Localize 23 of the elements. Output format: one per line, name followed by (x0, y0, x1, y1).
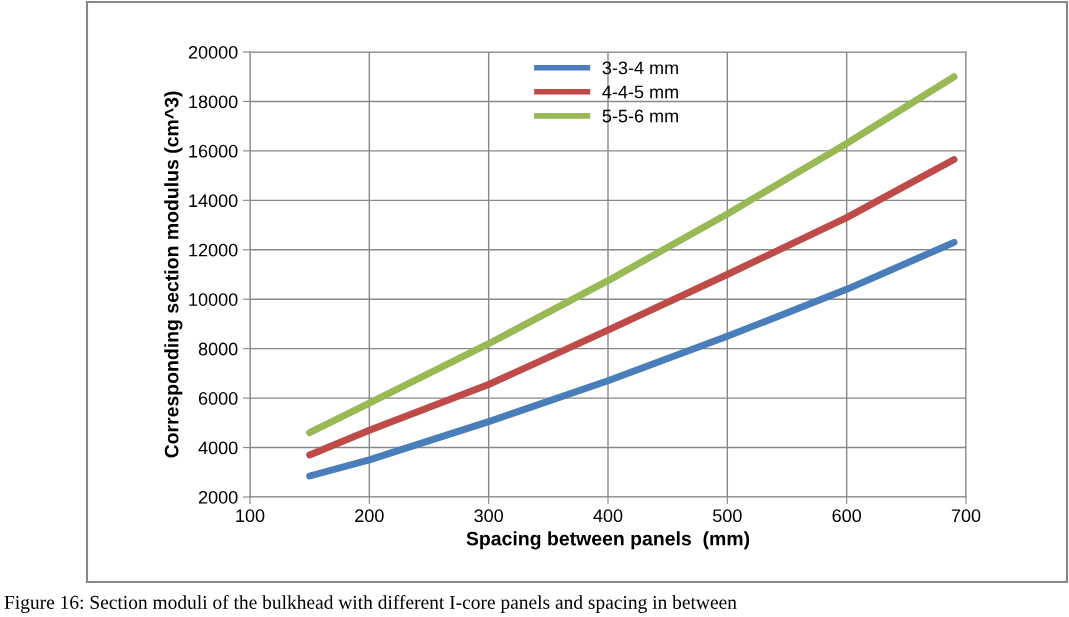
x-axis-title: Spacing between panels (mm) (466, 531, 750, 550)
caption: Figure 16: Section moduli of the bulkhead with different I-core panels and spacing in between (4, 595, 737, 613)
x-tick-label: 400 (593, 509, 623, 523)
x-tick-label: 200 (355, 509, 384, 523)
y-tick-label: 6000 (198, 392, 238, 405)
y-tick-label: 18000 (189, 95, 238, 109)
x-tick-label: 600 (832, 509, 862, 523)
legend-label: 4-4-5 mm (602, 85, 678, 99)
y-tick-label: 4000 (198, 441, 238, 455)
x-tick-label: 100 (236, 509, 265, 523)
y-tick-label: 16000 (189, 144, 238, 158)
y-tick-label: 8000 (198, 342, 238, 356)
y-tick-label: 10000 (189, 293, 238, 306)
y-tick-label: 14000 (189, 194, 238, 208)
x-tick-label: 500 (712, 509, 742, 523)
y-tick-label: 20000 (188, 45, 238, 59)
legend-label: 3-3-4 mm (602, 61, 678, 75)
x-tick-label: 700 (951, 509, 981, 523)
x-tick-label: 300 (474, 509, 504, 523)
legend-label: 5-5-6 mm (602, 109, 678, 123)
y-tick-label: 2000 (198, 490, 238, 504)
y-axis-title: Corresponding section modulus (cm^3) (164, 91, 183, 458)
y-tick-label: 12000 (189, 243, 238, 257)
